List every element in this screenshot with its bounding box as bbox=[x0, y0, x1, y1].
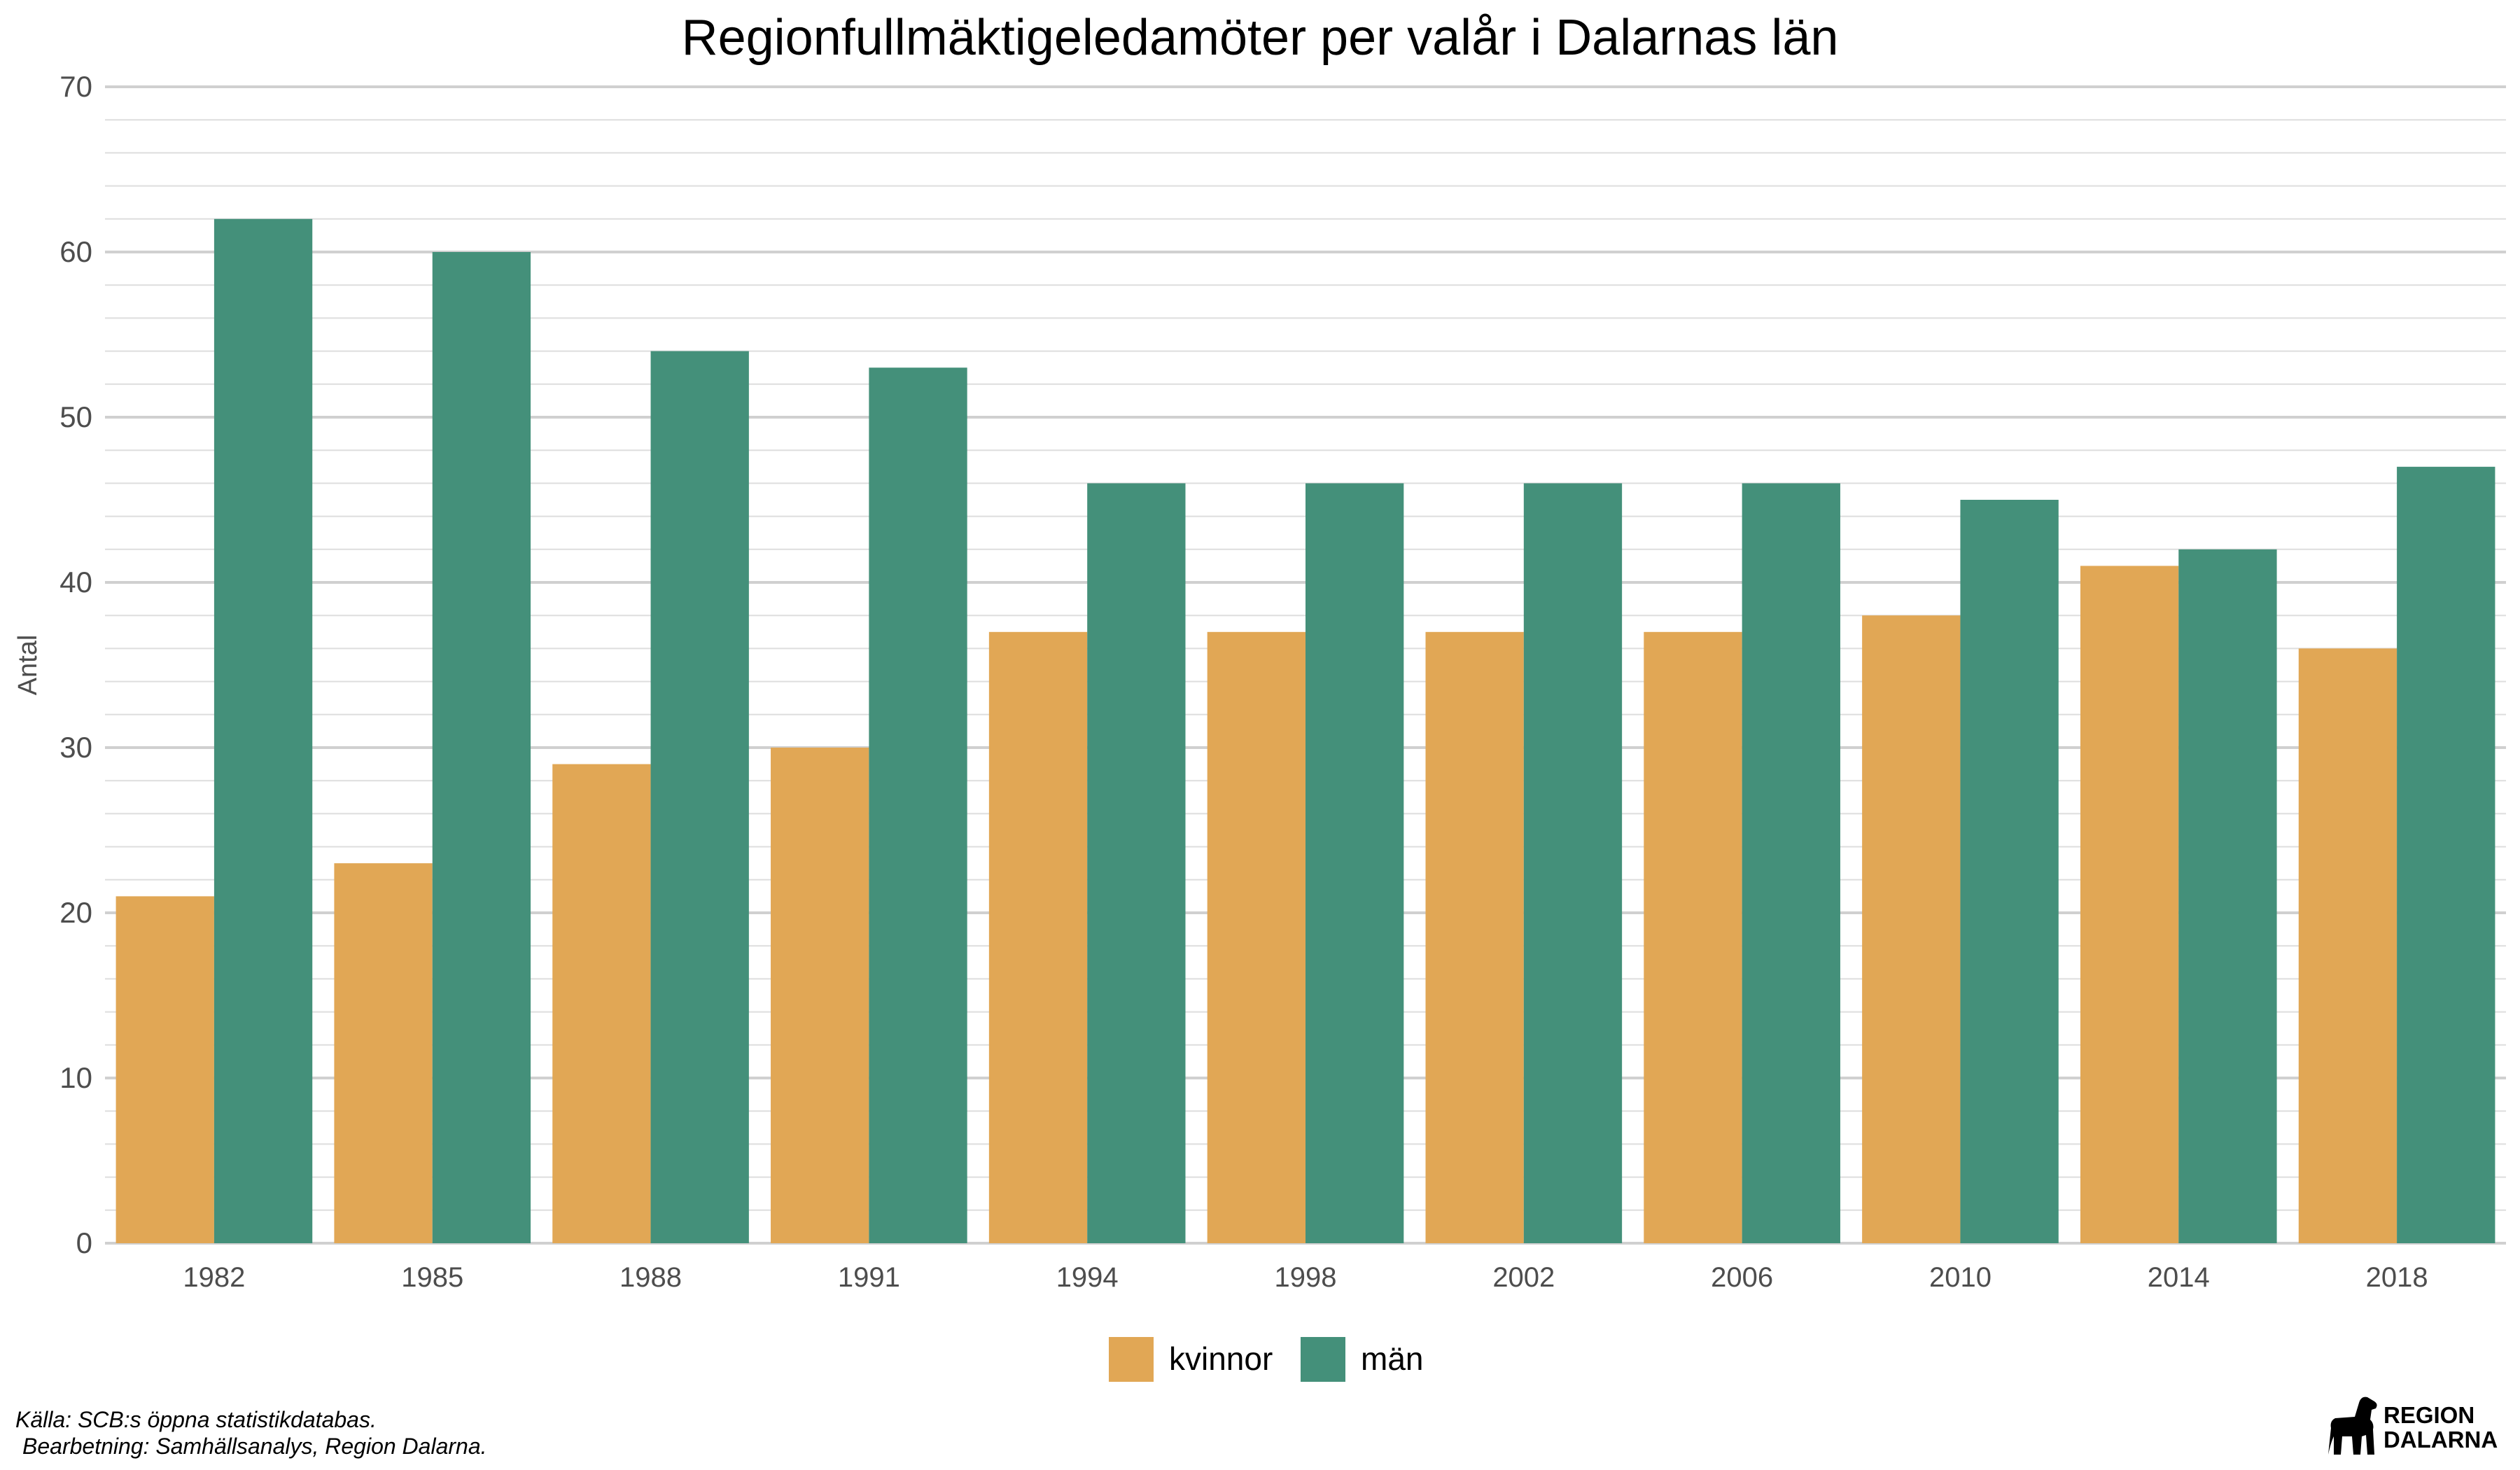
bar-män-2006 bbox=[1742, 483, 1840, 1243]
bar-män-1985 bbox=[432, 252, 531, 1243]
x-tick-label: 2002 bbox=[1492, 1262, 1555, 1293]
x-tick-label: 1988 bbox=[620, 1262, 682, 1293]
bar-kvinnor-2002 bbox=[1425, 631, 1524, 1243]
y-tick-label: 20 bbox=[59, 896, 92, 929]
y-tick-label: 50 bbox=[59, 400, 92, 433]
x-tick-label: 2018 bbox=[2366, 1262, 2428, 1293]
bar-män-2018 bbox=[2397, 466, 2496, 1243]
legend-swatch-män bbox=[1301, 1337, 1345, 1382]
bar-kvinnor-2006 bbox=[1644, 631, 1742, 1243]
x-tick-label: 1985 bbox=[401, 1262, 463, 1293]
y-tick-label: 0 bbox=[76, 1226, 92, 1259]
y-tick-label: 60 bbox=[59, 235, 92, 268]
bar-män-2010 bbox=[1960, 500, 2059, 1243]
y-tick-label: 70 bbox=[59, 70, 92, 103]
logo-text: REGION DALARNA bbox=[2384, 1403, 2498, 1452]
x-tick-label: 1994 bbox=[1056, 1262, 1119, 1293]
bar-män-1982 bbox=[214, 218, 313, 1243]
x-tick-label: 1982 bbox=[183, 1262, 245, 1293]
x-tick-label: 2014 bbox=[2148, 1262, 2210, 1293]
logo-line-1: REGION bbox=[2384, 1402, 2475, 1428]
bar-kvinnor-1985 bbox=[334, 863, 433, 1243]
source-note: Källa: SCB:s öppna statistikdatabas. bbox=[15, 1407, 377, 1432]
x-tick-label: 1991 bbox=[838, 1262, 900, 1293]
bars bbox=[115, 218, 2496, 1244]
legend: kvinnor män bbox=[1109, 1337, 1423, 1382]
processing-note: Bearbetning: Samhällsanalys, Region Dala… bbox=[22, 1434, 487, 1459]
bar-kvinnor-1991 bbox=[771, 748, 869, 1243]
y-tick-label: 10 bbox=[59, 1061, 92, 1094]
bar-män-2002 bbox=[1523, 483, 1623, 1243]
y-tick-label: 30 bbox=[59, 731, 92, 764]
y-tick-label: 40 bbox=[59, 566, 92, 598]
y-axis-label: Antal bbox=[13, 635, 43, 696]
bar-kvinnor-2018 bbox=[2298, 648, 2398, 1243]
bar-män-1988 bbox=[650, 351, 749, 1244]
bar-kvinnor-1988 bbox=[552, 764, 651, 1243]
bar-kvinnor-2010 bbox=[1862, 615, 1961, 1243]
region-dalarna-logo: REGION DALARNA bbox=[2324, 1393, 2506, 1463]
x-tick-label: 2006 bbox=[1711, 1262, 1773, 1293]
bar-män-1994 bbox=[1087, 483, 1186, 1243]
x-tick-label: 2010 bbox=[1929, 1262, 1991, 1293]
bar-kvinnor-1998 bbox=[1207, 631, 1306, 1243]
y-ticks: 0 10 20 30 40 50 60 70 bbox=[59, 70, 92, 1259]
bar-kvinnor-1982 bbox=[115, 896, 214, 1243]
x-tick-label: 1998 bbox=[1275, 1262, 1337, 1293]
legend-swatch-kvinnor bbox=[1109, 1337, 1154, 1382]
bar-män-2014 bbox=[2178, 549, 2277, 1243]
bar-män-1991 bbox=[869, 368, 967, 1244]
legend-label-män: män bbox=[1361, 1340, 1423, 1377]
legend-label-kvinnor: kvinnor bbox=[1169, 1340, 1273, 1377]
bar-kvinnor-2014 bbox=[2080, 566, 2179, 1243]
logo-line-2: DALARNA bbox=[2384, 1427, 2498, 1452]
bar-män-1998 bbox=[1306, 483, 1404, 1243]
x-ticks: 1982 1985 1988 1991 1994 1998 2002 2006 2010 2014… bbox=[183, 1262, 2428, 1293]
bar-kvinnor-1994 bbox=[988, 631, 1088, 1243]
chart-title: Regionfullmäktigeledamöter per valår i D… bbox=[682, 10, 1839, 66]
dala-horse-icon bbox=[2328, 1396, 2377, 1455]
